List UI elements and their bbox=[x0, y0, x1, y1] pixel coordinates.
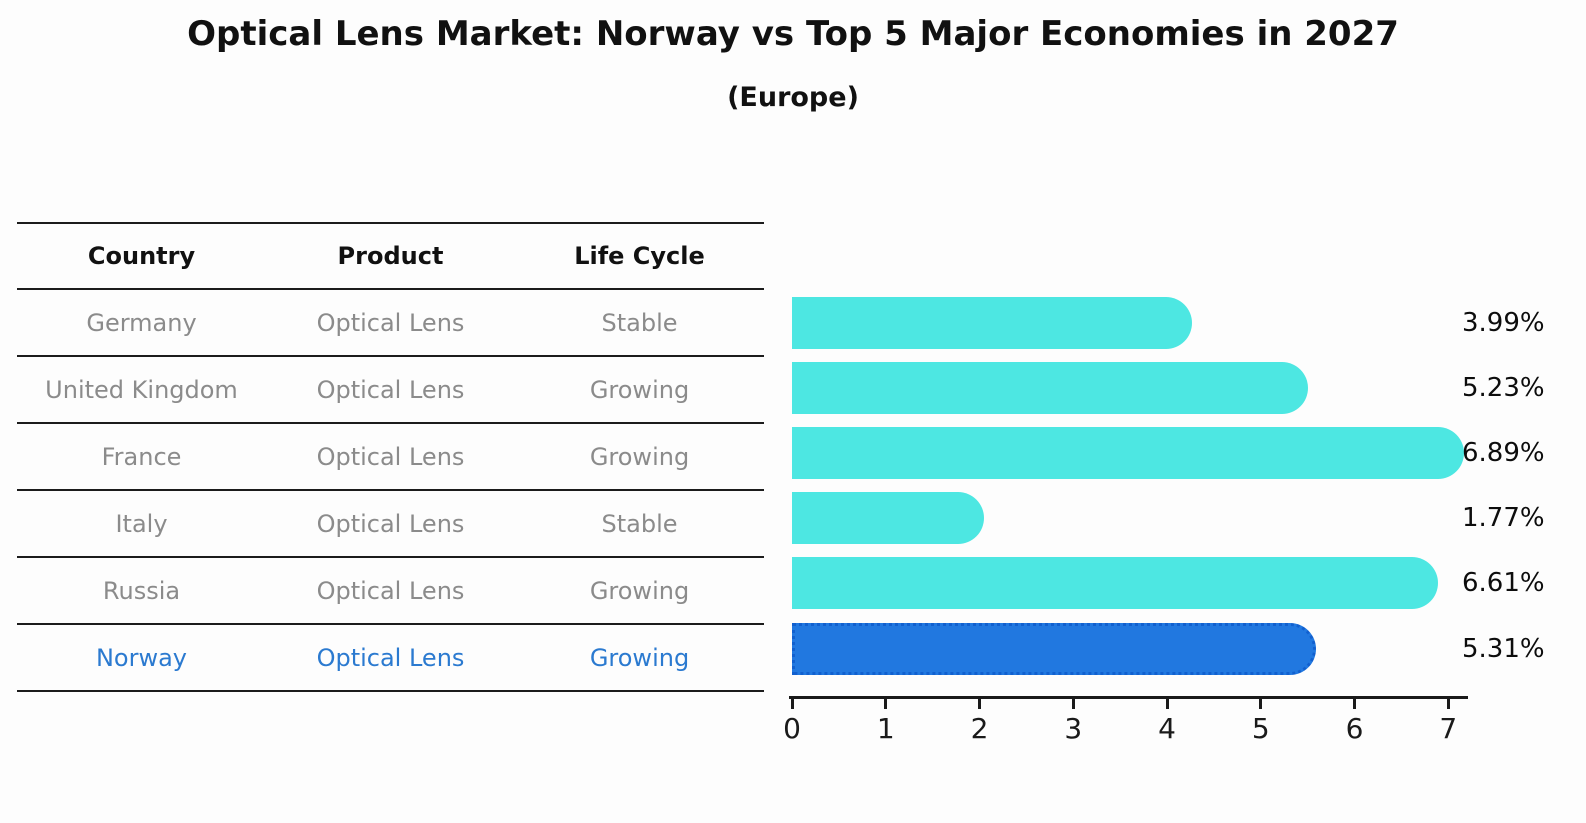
cell-lifecycle: Growing bbox=[589, 576, 690, 605]
cell-country: Norway bbox=[95, 643, 188, 672]
table-row: Norway Optical Lens Growing bbox=[17, 625, 764, 692]
x-axis-tick bbox=[1353, 698, 1356, 709]
table-row: Italy Optical Lens Stable bbox=[17, 491, 764, 558]
cell-country: United Kingdom bbox=[45, 375, 238, 404]
bar-highlighted bbox=[792, 622, 1316, 675]
x-axis-tick-label: 7 bbox=[1439, 712, 1458, 745]
x-axis-tick-label: 6 bbox=[1345, 712, 1364, 745]
cell-lifecycle: Growing bbox=[589, 643, 690, 672]
cell-product: Optical Lens bbox=[316, 308, 465, 337]
cell-country: Germany bbox=[86, 308, 197, 337]
x-axis-tick bbox=[978, 698, 981, 709]
x-axis-line bbox=[789, 696, 1468, 699]
cell-lifecycle: Growing bbox=[589, 375, 690, 404]
x-axis-tick bbox=[1259, 698, 1263, 709]
info-table: Country Product Life Cycle Germany Optical … bbox=[17, 222, 764, 692]
page-subtitle: (Europe) bbox=[727, 82, 859, 113]
cell-product: Optical Lens bbox=[316, 576, 465, 605]
table-header-row: Country Product Life Cycle bbox=[17, 224, 764, 290]
table-row: United Kingdom Optical Lens Growing bbox=[17, 357, 764, 424]
page-title: Optical Lens Market: Norway vs Top 5 Maj… bbox=[187, 14, 1399, 54]
x-axis-tick-label: 4 bbox=[1158, 712, 1176, 745]
x-axis-tick-label: 0 bbox=[783, 712, 801, 745]
table-row: France Optical Lens Growing bbox=[17, 424, 764, 491]
cell-lifecycle: Growing bbox=[589, 442, 690, 471]
bar bbox=[792, 296, 1193, 349]
x-axis-tick bbox=[1071, 698, 1075, 709]
cell-product: Optical Lens bbox=[316, 442, 465, 471]
bar bbox=[792, 426, 1464, 479]
x-axis-tick bbox=[1446, 698, 1450, 709]
table-row: Russia Optical Lens Growing bbox=[17, 558, 764, 625]
x-axis-tick bbox=[884, 698, 888, 709]
x-axis-tick-label: 1 bbox=[876, 712, 895, 745]
cell-lifecycle: Stable bbox=[601, 308, 678, 337]
value-label: 6.61% bbox=[1462, 568, 1545, 599]
x-axis-tick bbox=[1165, 698, 1169, 709]
cell-country: Russia bbox=[102, 576, 181, 605]
value-label: 6.89% bbox=[1462, 437, 1545, 468]
cell-product: Optical Lens bbox=[316, 643, 465, 672]
value-label: 3.99% bbox=[1462, 307, 1545, 338]
bar bbox=[792, 492, 984, 545]
bar bbox=[792, 557, 1438, 610]
cell-lifecycle: Stable bbox=[601, 509, 678, 538]
bar bbox=[792, 361, 1309, 414]
value-label: 5.23% bbox=[1462, 372, 1545, 403]
table-row: Germany Optical Lens Stable bbox=[17, 290, 764, 357]
cell-country: Italy bbox=[115, 509, 168, 538]
column-header: Life Cycle bbox=[574, 242, 705, 270]
value-label: 5.31% bbox=[1462, 633, 1545, 664]
column-header: Country bbox=[87, 242, 196, 270]
value-label: 1.77% bbox=[1462, 503, 1545, 534]
x-axis-tick-label: 2 bbox=[970, 712, 989, 745]
x-axis-tick-label: 3 bbox=[1064, 712, 1083, 745]
column-header: Product bbox=[337, 242, 444, 270]
x-axis-tick bbox=[790, 698, 794, 709]
cell-product: Optical Lens bbox=[316, 375, 465, 404]
x-axis-tick-label: 5 bbox=[1251, 712, 1270, 745]
cell-product: Optical Lens bbox=[316, 509, 465, 538]
cell-country: France bbox=[101, 442, 182, 471]
